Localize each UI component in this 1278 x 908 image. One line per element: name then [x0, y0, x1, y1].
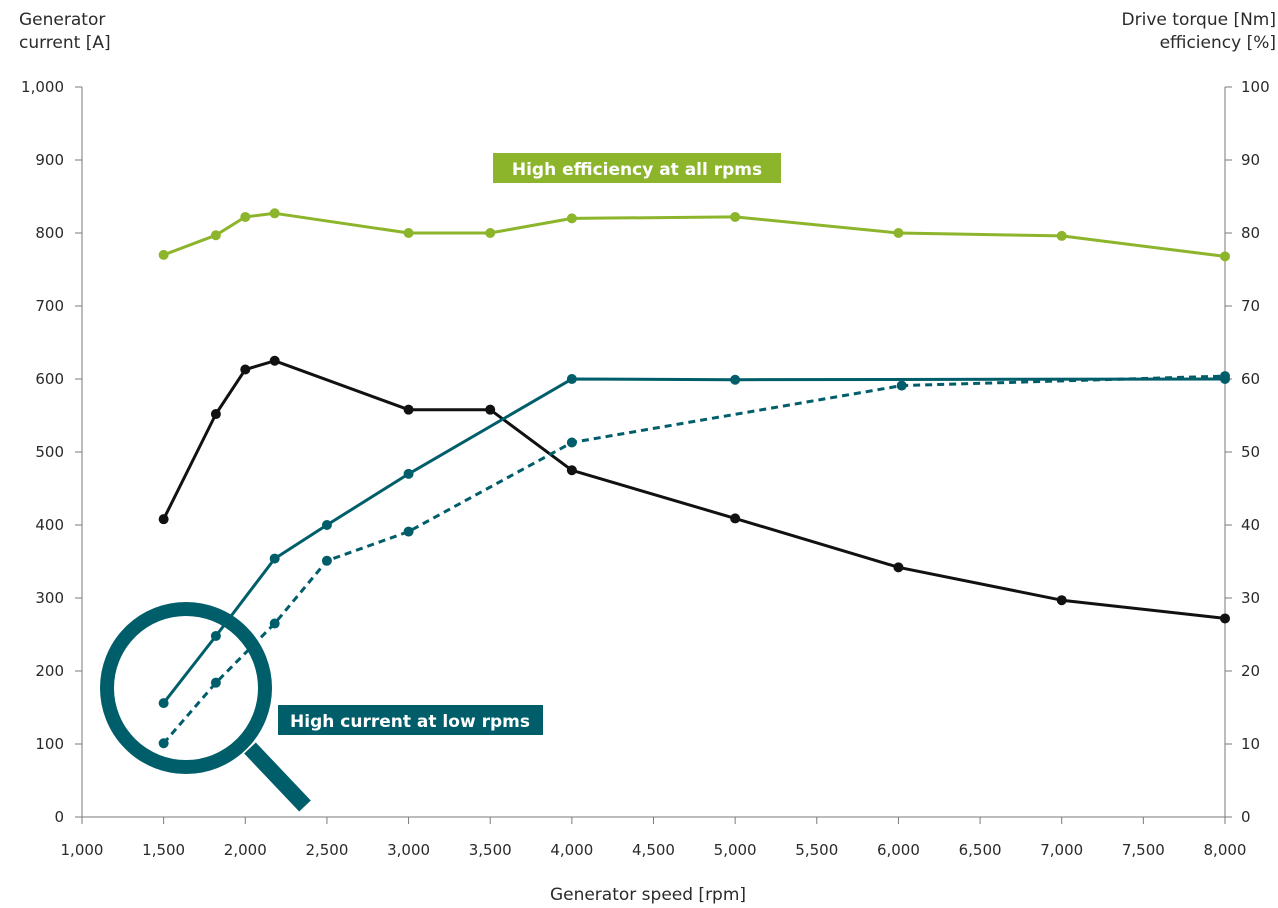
x-tick-label: 4,500 — [632, 841, 675, 859]
x-tick-label: 2,500 — [305, 841, 348, 859]
left-y-tick-label: 1,000 — [21, 78, 64, 96]
right-y-tick-label: 50 — [1241, 443, 1260, 461]
torque_solid-point — [730, 374, 741, 385]
magnifier-handle — [244, 742, 311, 812]
right-axis-title: Drive torque [Nm] efficiency [%] — [1122, 9, 1276, 55]
current-point — [730, 513, 741, 524]
left-axis-title: Generator current [A] — [19, 9, 111, 55]
torque_solid-point — [321, 520, 332, 530]
current-point — [1220, 613, 1230, 624]
torque_dashed-point — [566, 437, 577, 448]
x-tick-label: 8,000 — [1204, 841, 1247, 859]
right-y-tick-label: 10 — [1241, 735, 1260, 753]
left-axis-title-line-1: Generator — [19, 10, 106, 30]
efficiency-callout-box — [493, 153, 781, 183]
x-tick-label: 1,500 — [142, 841, 185, 859]
torque_dashed-point — [269, 618, 280, 629]
x-tick-label: 7,500 — [1122, 841, 1165, 859]
right-axis-title-line-2: efficiency [%] — [1159, 33, 1276, 53]
right-y-tick-label: 0 — [1241, 808, 1251, 826]
x-tick-label: 6,000 — [877, 841, 920, 859]
torque_solid-point — [403, 468, 414, 479]
x-axis-title: Generator speed [rpm] — [549, 885, 747, 905]
torque_dashed-point — [896, 380, 907, 391]
current-callout-box — [278, 705, 543, 735]
efficiency-point — [566, 213, 577, 224]
x-tick-label: 7,000 — [1040, 841, 1083, 859]
left-y-tick-label: 700 — [35, 297, 64, 315]
right-y-tick-label: 60 — [1241, 370, 1260, 388]
x-tick-label: 5,500 — [795, 841, 838, 859]
torque_dashed-point — [1220, 371, 1230, 382]
right-y-tick-label: 30 — [1241, 589, 1260, 607]
efficiency-callout-text: High efficiency at all rpms — [512, 160, 762, 180]
current-point — [566, 465, 577, 476]
left-y-tick-label: 900 — [35, 151, 64, 169]
current-point — [403, 404, 414, 415]
current-callout-text: High current at low rpms — [290, 712, 530, 732]
torque_dashed-point — [158, 738, 169, 749]
left-y-tick-label: 800 — [35, 224, 64, 242]
current-point — [1056, 595, 1067, 606]
right-y-tick-label: 100 — [1241, 78, 1270, 96]
current-point — [485, 404, 496, 415]
efficiency-point — [403, 228, 414, 238]
callouts: High efficiency at all rpms High current … — [278, 153, 781, 735]
torque_solid-point — [566, 374, 577, 384]
right-y-tick-label: 20 — [1241, 662, 1260, 680]
efficiency-point — [1220, 251, 1230, 262]
torque_solid-point — [210, 630, 221, 641]
left-y-tick-label: 0 — [54, 808, 64, 826]
efficiency-point — [269, 208, 280, 219]
current-point — [893, 562, 904, 573]
x-tick-label: 5,000 — [714, 841, 757, 859]
left-y-tick-label: 300 — [35, 589, 64, 607]
right-y-tick-label: 40 — [1241, 516, 1260, 534]
torque_solid-point — [269, 553, 280, 564]
efficiency-point — [730, 211, 741, 222]
right-y-tick-label: 70 — [1241, 297, 1260, 315]
x-tick-label: 2,000 — [224, 841, 267, 859]
x-tick-label: 3,500 — [469, 841, 512, 859]
right-y-tick-label: 90 — [1241, 151, 1260, 169]
x-tick-label: 4,000 — [550, 841, 593, 859]
current-point — [269, 355, 280, 366]
x-tick-label: 3,000 — [387, 841, 430, 859]
efficiency-point — [893, 228, 904, 238]
torque_solid-point — [158, 698, 169, 709]
efficiency-point — [240, 211, 251, 222]
current-point — [210, 409, 221, 420]
left-y-tick-label: 100 — [35, 735, 64, 753]
x-tick-label: 1,000 — [61, 841, 104, 859]
torque_dashed-point — [321, 555, 332, 566]
torque_dashed-point — [403, 526, 414, 537]
torque_dashed-point — [210, 677, 221, 688]
right-y-tick-label: 80 — [1241, 224, 1260, 242]
right-axis-title-line-1: Drive torque [Nm] — [1121, 10, 1276, 30]
left-y-tick-label: 400 — [35, 516, 64, 534]
left-y-tick-label: 600 — [35, 370, 64, 388]
current-point — [240, 364, 251, 375]
efficiency-point — [485, 228, 496, 238]
left-axis-title-line-2: current [A] — [19, 33, 111, 53]
magnifier-icon — [100, 602, 311, 812]
axes: 1,000 1,500 2,000 2,500 3,000 3,500 4,000 4,500… — [21, 78, 1270, 859]
magnifier-lens — [100, 602, 272, 774]
current-series-line — [162, 359, 1226, 620]
torque_dashed-series-line — [162, 374, 1226, 745]
efficiency-point — [158, 249, 169, 260]
current-point — [158, 514, 169, 525]
x-tick-label: 6,500 — [959, 841, 1002, 859]
series-lines — [158, 208, 1230, 749]
torque_solid-series-line — [162, 377, 1226, 705]
left-y-tick-label: 500 — [35, 443, 64, 461]
left-y-tick-label: 200 — [35, 662, 64, 680]
efficiency-point — [210, 230, 221, 241]
efficiency-point — [1056, 230, 1067, 241]
